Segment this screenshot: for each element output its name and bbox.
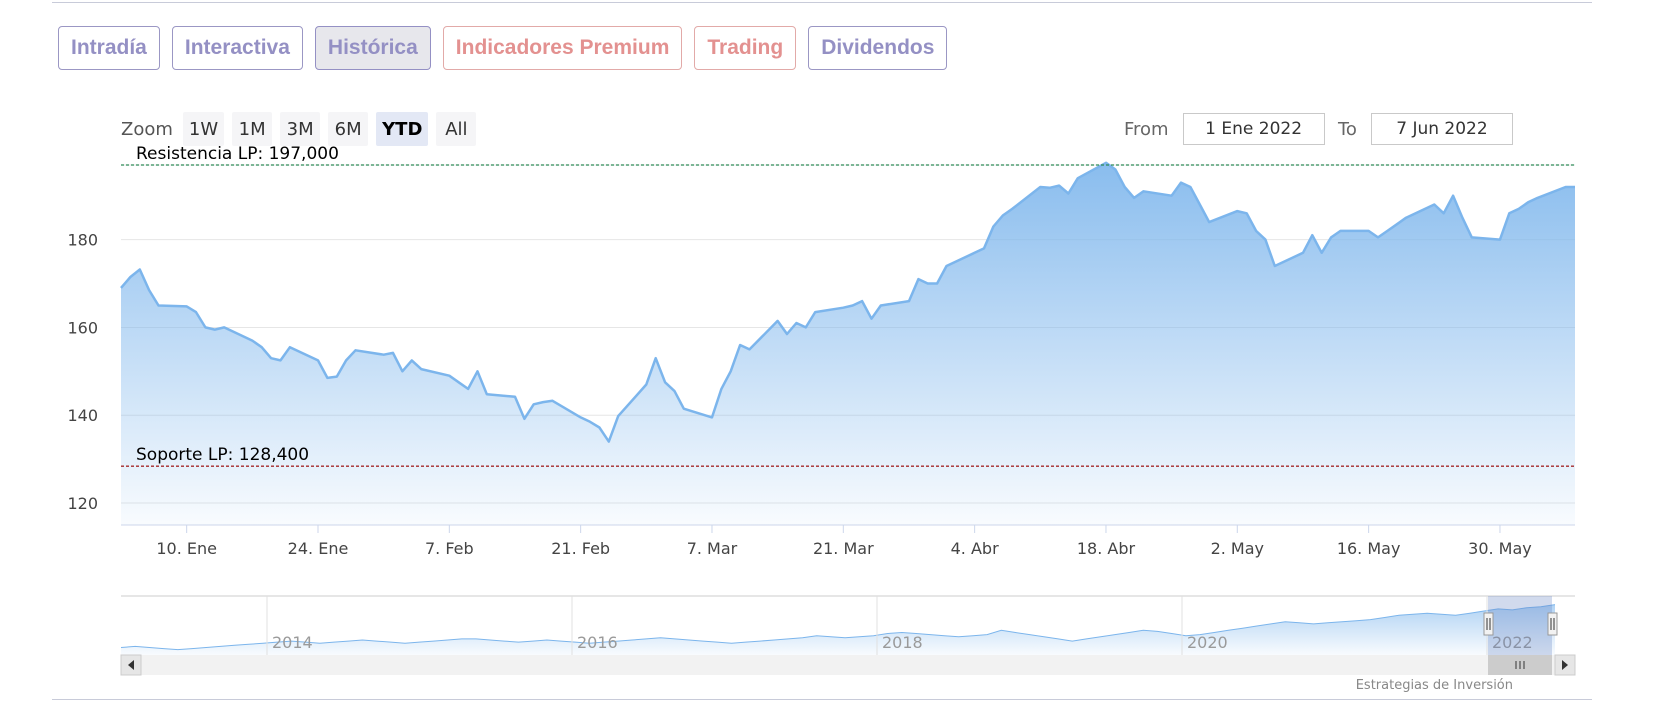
x-tick-label: 10. Ene — [156, 539, 217, 558]
x-tick-label: 7. Mar — [687, 539, 738, 558]
x-tick-label: 21. Feb — [551, 539, 610, 558]
x-tick-label: 18. Abr — [1077, 539, 1136, 558]
price-line — [120, 161, 1575, 443]
x-tick-label: 21. Mar — [813, 539, 874, 558]
y-tick-label: 180 — [67, 231, 98, 250]
tab-historica[interactable]: Histórica — [314, 26, 431, 70]
zoom-6m-button[interactable]: 6M — [328, 112, 369, 146]
navigator-year-label: 2022 — [1492, 633, 1533, 652]
date-to-group: To 7 Jun 2022 — [1338, 113, 1513, 145]
x-tick-label: 24. Ene — [288, 539, 349, 558]
zoom-ytd-button[interactable]: YTD — [376, 112, 429, 146]
zoom-3m-button[interactable]: 3M — [280, 112, 321, 146]
navigator-year-label: 2018 — [882, 633, 923, 652]
from-date-input[interactable]: 1 Ene 2022 — [1182, 113, 1325, 145]
plot-lines: Resistencia LP: 197,000 Soporte LP: 128,4… — [121, 144, 1575, 467]
scroll-right-arrow-icon — [1562, 660, 1568, 670]
top-divider — [52, 2, 1592, 3]
tab-intradia[interactable]: Intradía — [58, 26, 160, 70]
navigator-year-label: 2014 — [272, 633, 313, 652]
tab-interactiva[interactable]: Interactiva — [171, 26, 303, 70]
bottom-divider — [52, 699, 1592, 700]
tab-indicadores-premium[interactable]: Indicadores Premium — [442, 26, 683, 70]
scrollbar-track[interactable] — [121, 655, 1575, 675]
navigator-selected-range — [1488, 596, 1552, 655]
to-date-input[interactable]: 7 Jun 2022 — [1370, 113, 1513, 145]
tab-dividendos[interactable]: Dividendos — [808, 26, 948, 70]
tab-trading[interactable]: Trading — [694, 26, 797, 70]
price-series — [120, 161, 1575, 526]
zoom-label: Zoom — [121, 118, 173, 140]
x-tick-label: 7. Feb — [425, 539, 474, 558]
x-tick-label: 30. May — [1468, 539, 1532, 558]
axes: 120 140 160 180 10. Ene 24. Ene 7. Feb 21. Feb 7… — [67, 231, 1575, 558]
zoom-selector: Zoom 1W 1M 3M 6M YTD All — [121, 112, 477, 146]
navigator-right-handle[interactable] — [1547, 612, 1558, 636]
x-tick-label: 2. May — [1211, 539, 1264, 558]
navigator-year-label: 2016 — [577, 633, 618, 652]
zoom-all-button[interactable]: All — [436, 112, 477, 146]
navigator-left-handle[interactable] — [1483, 612, 1494, 636]
zoom-1m-button[interactable]: 1M — [232, 112, 273, 146]
view-tabs: Intradía Interactiva Histórica Indicador… — [58, 26, 948, 70]
navigator-line — [120, 604, 1556, 651]
scroll-left-arrow-icon — [128, 660, 134, 670]
support-label: Soporte LP: 128,400 — [136, 445, 309, 465]
to-label: To — [1338, 118, 1357, 140]
navigator-area — [121, 604, 1555, 655]
from-label: From — [1124, 118, 1169, 140]
resistance-label: Resistencia LP: 197,000 — [136, 144, 339, 164]
y-tick-label: 160 — [67, 318, 98, 337]
x-tick-label: 16. May — [1337, 539, 1401, 558]
navigator[interactable]: 2014 2016 2018 2020 2022 — [120, 595, 1576, 676]
credits-label: Estrategias de Inversión — [1355, 678, 1513, 693]
date-from-group: From 1 Ene 2022 — [1124, 113, 1325, 145]
navigator-year-label: 2020 — [1187, 633, 1228, 652]
price-area-fill — [121, 162, 1575, 526]
x-tick-label: 4. Abr — [951, 539, 999, 558]
y-tick-label: 140 — [67, 406, 98, 425]
zoom-1w-button[interactable]: 1W — [182, 112, 225, 146]
y-tick-label: 120 — [67, 494, 98, 513]
